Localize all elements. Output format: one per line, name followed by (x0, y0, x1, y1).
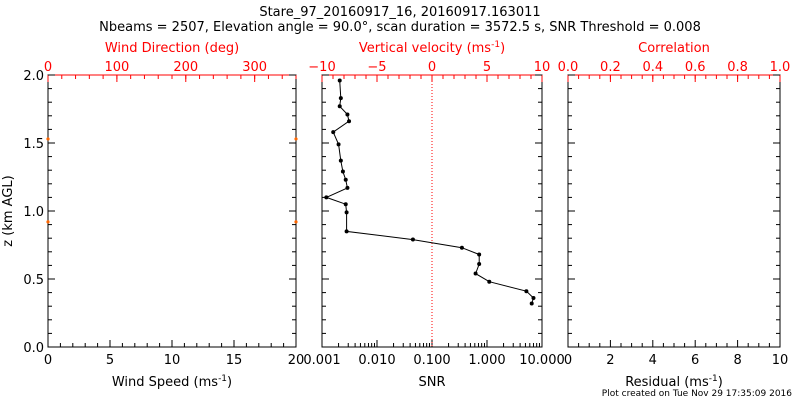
plot-frame (567, 74, 781, 348)
snr-point (338, 158, 343, 163)
x-tick-label: 0.001 (303, 353, 340, 368)
x-tick-label: 6 (691, 353, 699, 368)
x-tick-label: 10 (164, 353, 181, 368)
snr-point (344, 229, 349, 234)
wind-direction-point (46, 220, 50, 224)
top-tick-label: 1.0 (770, 60, 791, 75)
snr-point (344, 210, 349, 215)
snr-point (477, 262, 482, 267)
x-tick-label: 10 (772, 353, 789, 368)
snr-profile-line (325, 80, 535, 304)
y-tick-label: 0.5 (23, 273, 44, 288)
top-axis-label-vertical-velocity: Vertical velocity (ms-1) (359, 40, 505, 56)
snr-point (531, 296, 536, 301)
top-tick-label: 0.6 (685, 60, 706, 75)
y-tick-label: 1.0 (23, 205, 44, 220)
snr-point (343, 202, 348, 207)
top-tick-label: −10 (308, 60, 335, 75)
top-tick-label: 10 (534, 60, 551, 75)
top-tick-label: 0 (44, 60, 52, 75)
chart-title-line2: Nbeams = 2507, Elevation angle = 90.0°, … (99, 20, 701, 35)
snr-point (345, 185, 350, 190)
wind-direction-point (46, 137, 50, 141)
top-tick-label: 0.0 (558, 60, 579, 75)
snr-point (338, 96, 343, 101)
top-tick-label: 0.8 (727, 60, 748, 75)
x-tick-label: 8 (733, 353, 741, 368)
x-tick-label: 0.010 (358, 353, 395, 368)
x-tick-label: 15 (226, 353, 243, 368)
residual-panel: 0 2 4 6 8 10 0.0 0.2 0.4 0.6 0.8 1.0 Correlation Resi… (558, 41, 791, 390)
x-axis-label-wind-speed: Wind Speed (ms-1) (112, 374, 232, 390)
snr-point (477, 252, 482, 257)
snr-point (487, 279, 492, 284)
y-axis-label: z (km AGL) (1, 175, 16, 246)
snr-point (410, 237, 415, 242)
y-tick-label: 1.5 (23, 137, 44, 152)
y-tick-label: 0.0 (23, 341, 44, 356)
snr-point (337, 78, 342, 83)
x-axis-label-residual: Residual (ms-1) (625, 374, 723, 390)
snr-point (345, 112, 350, 117)
snr-point (347, 119, 352, 124)
snr-point (331, 130, 336, 135)
top-tick-label: 0.2 (600, 60, 621, 75)
x-tick-label: 10.000 (519, 353, 565, 368)
snr-point (529, 301, 534, 306)
top-tick-label: −5 (367, 60, 386, 75)
wind-direction-point (294, 220, 298, 224)
x-tick-label: 2 (606, 353, 614, 368)
snr-point (336, 142, 341, 147)
snr-point (324, 195, 329, 200)
top-tick-label: 0.4 (642, 60, 663, 75)
top-axis-label-wind-direction: Wind Direction (deg) (105, 41, 239, 56)
snr-point (343, 177, 348, 182)
x-tick-label: 0 (44, 353, 52, 368)
top-tick-label: 300 (242, 60, 267, 75)
x-tick-label: 0.100 (413, 353, 450, 368)
snr-point (337, 104, 342, 109)
snr-point (459, 245, 464, 250)
footer-plot-created: Plot created on Tue Nov 29 17:35:09 2016 (602, 389, 792, 399)
plot-frame (47, 74, 297, 348)
chart-title-line1: Stare_97_20160917_16, 20160917.163011 (259, 5, 540, 20)
x-tick-label: 5 (106, 353, 114, 368)
x-tick-label: 1.000 (468, 353, 505, 368)
x-axis-label-snr: SNR (418, 375, 445, 390)
top-axis-label-correlation: Correlation (638, 41, 710, 56)
y-tick-label: 2.0 (23, 69, 44, 84)
top-tick-label: 100 (104, 60, 129, 75)
top-tick-label: 0 (428, 60, 436, 75)
snr-point (473, 271, 478, 276)
snr-point (340, 169, 345, 174)
top-tick-label: 200 (173, 60, 198, 75)
snr-panel: 0.001 0.010 0.100 1.000 10.000 −10 −5 0 5 10 Verti… (303, 40, 564, 390)
x-tick-label: 0 (564, 353, 572, 368)
top-tick-label: 5 (483, 60, 491, 75)
x-tick-label: 20 (288, 353, 305, 368)
x-tick-label: 4 (649, 353, 657, 368)
wind-direction-point (294, 137, 298, 141)
snr-point (524, 289, 529, 294)
